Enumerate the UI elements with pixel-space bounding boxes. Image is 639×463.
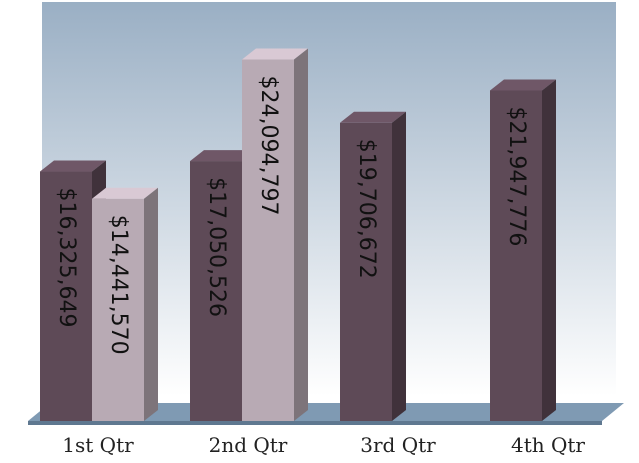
data-label-1-series-2: $14,441,570 — [106, 215, 131, 355]
category-ticks-group: 1st Qtr 2nd Qtr 3rd Qtr 4th Qtr — [62, 433, 585, 457]
data-label-4-series-1: $21,947,776 — [504, 106, 529, 246]
category-label-1: 1st Qtr — [62, 433, 134, 457]
bar-2-series-2 — [242, 48, 308, 422]
plot-floor-edge — [28, 421, 602, 425]
data-label-3-series-1: $19,706,672 — [354, 139, 379, 279]
plot-floor — [28, 403, 624, 421]
bar-4-series-1 — [490, 79, 556, 421]
category-label-3: 3rd Qtr — [360, 433, 436, 457]
data-labels-group: $16,325,649 $14,441,570 $17,050,526 $24,094… — [54, 75, 529, 354]
bars-group — [40, 48, 556, 422]
bar-3-series-1 — [340, 111, 406, 421]
data-label-2-series-1: $17,050,526 — [204, 177, 229, 317]
category-label-2: 2nd Qtr — [209, 433, 288, 457]
data-label-1-series-1: $16,325,649 — [54, 188, 79, 328]
bar-1-series-2 — [92, 187, 158, 421]
category-label-4: 4th Qtr — [511, 433, 585, 457]
data-label-2-series-2: $24,094,797 — [256, 75, 281, 215]
